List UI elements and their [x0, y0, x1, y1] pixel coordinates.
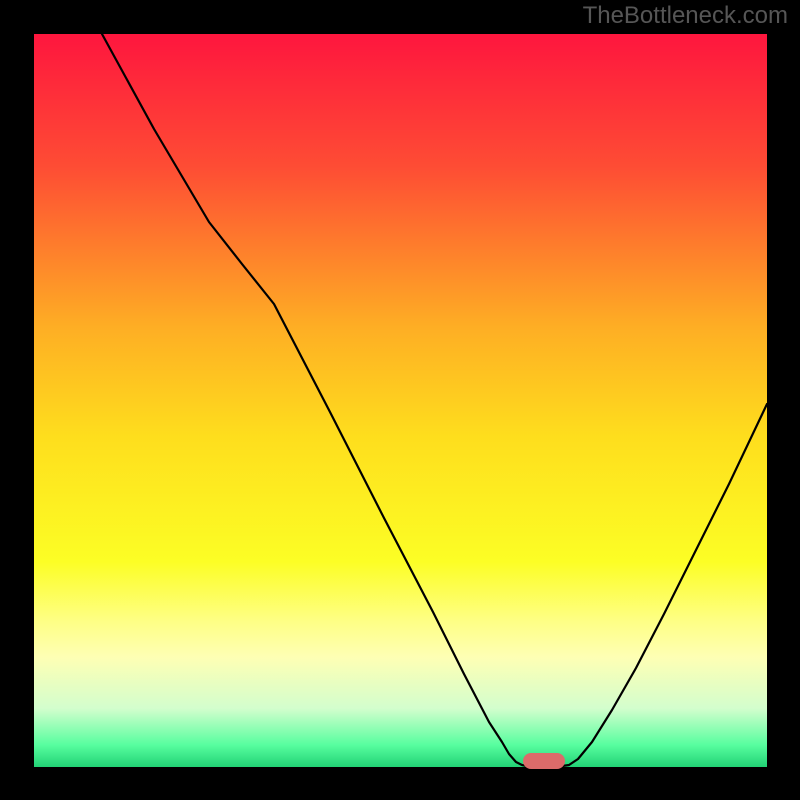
curve-layer: [34, 34, 767, 767]
attribution-label: TheBottleneck.com: [583, 2, 788, 30]
frame-left: [0, 34, 34, 767]
frame-bottom: [0, 767, 800, 800]
chart-canvas: TheBottleneck.com: [0, 0, 800, 800]
bottleneck-curve: [102, 34, 767, 767]
frame-right: [767, 34, 800, 767]
optimal-point-marker: [523, 753, 565, 769]
